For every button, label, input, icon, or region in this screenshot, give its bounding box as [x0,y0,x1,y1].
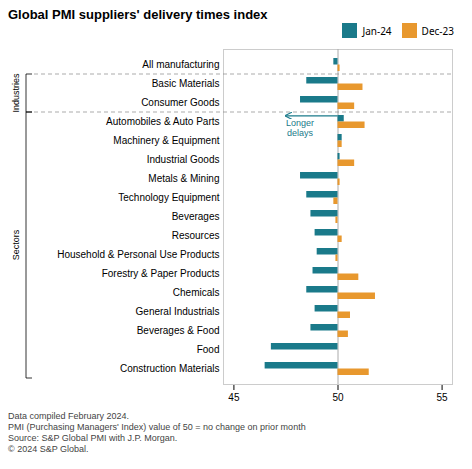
html-text:Source: S&P Global PMI with J.: Source: S&P Global PMI with J.P. Morgan. [8,433,178,443]
html-text:© 2024 S&P Global.: © 2024 S&P Global. [8,444,89,454]
svg-text:Consumer Goods: Consumer Goods [141,97,219,108]
html-text:Dec-23: Dec-23 [421,23,454,38]
svg-text:Construction Materials: Construction Materials [120,363,219,374]
svg-text:Machinery & Equipment: Machinery & Equipment [113,135,219,146]
svg-text:50: 50 [332,392,344,403]
html-text:Data compiled February 2024.: Data compiled February 2024. [8,411,130,421]
svg-text:Automobiles & Auto Parts: Automobiles & Auto Parts [106,116,219,127]
html-text:PMI (Purchasing Managers' Inde: PMI (Purchasing Managers' Index) value o… [8,422,306,432]
svg-text:Sectors: Sectors [11,229,21,260]
svg-text:Basic Materials: Basic Materials [152,78,220,89]
svg-text:Beverages & Food: Beverages & Food [137,325,220,336]
svg-text:Resources: Resources [172,230,220,241]
svg-text:Metals & Mining: Metals & Mining [148,173,219,184]
svg-text:Beverages: Beverages [172,211,220,222]
svg-text:55: 55 [437,392,449,403]
svg-text:Industries: Industries [11,73,21,113]
svg-text:Longerdelays: Longerdelays [286,118,314,138]
html-text:Global PMI suppliers' delivery: Global PMI suppliers' delivery times ind… [8,7,268,22]
svg-text:Industrial Goods: Industrial Goods [147,154,220,165]
svg-text:General Industrials: General Industrials [136,306,220,317]
svg-text:Food: Food [197,344,220,355]
svg-text:Household & Personal Use Produ: Household & Personal Use Products [57,249,219,260]
svg-text:All manufacturing: All manufacturing [142,59,219,70]
svg-text:Technology Equipment: Technology Equipment [118,192,219,203]
svg-text:Forestry & Paper Products: Forestry & Paper Products [102,268,220,279]
html-text:Jan-24: Jan-24 [362,23,392,38]
svg-text:45: 45 [228,392,240,403]
svg-text:Chemicals: Chemicals [173,287,220,298]
